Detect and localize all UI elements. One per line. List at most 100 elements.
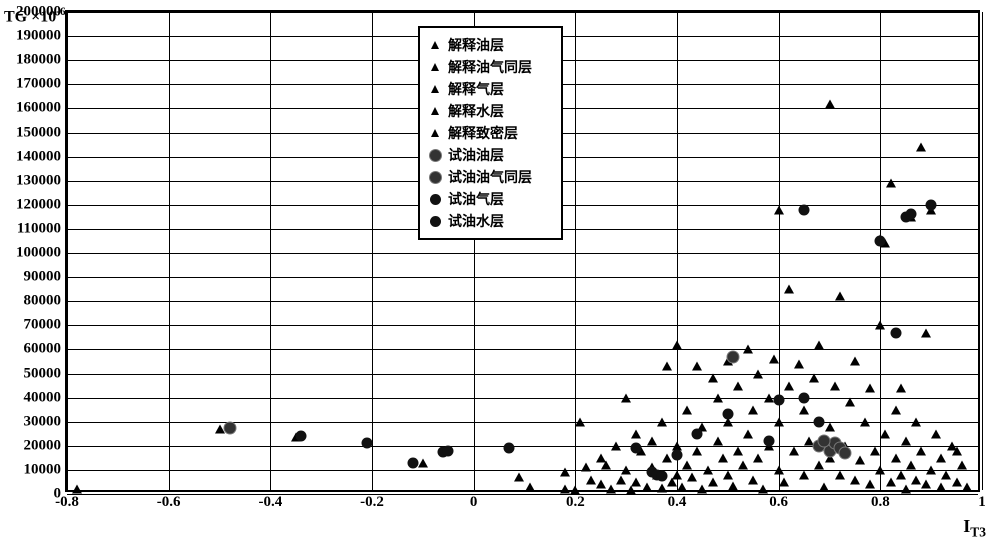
- data-point: [718, 453, 728, 462]
- legend-label: 解释油气同层: [448, 57, 532, 77]
- y-tick-label: 100000: [16, 245, 61, 262]
- legend-marker: [428, 104, 442, 118]
- data-point: [921, 328, 931, 337]
- gridline-v: [880, 12, 881, 490]
- chart-container: 0100002000030000400005000060000700008000…: [0, 0, 1000, 547]
- data-point: [875, 235, 886, 246]
- data-point: [708, 374, 718, 383]
- legend-item: 解释油层: [428, 34, 551, 56]
- data-point: [799, 204, 810, 215]
- data-point: [901, 436, 911, 445]
- data-point: [733, 446, 743, 455]
- data-point: [601, 461, 611, 470]
- data-point: [758, 485, 768, 494]
- data-point: [418, 458, 428, 467]
- data-point: [774, 205, 784, 214]
- data-point: [891, 453, 901, 462]
- data-point: [295, 431, 306, 442]
- data-point: [514, 473, 524, 482]
- y-tick-label: 70000: [24, 317, 62, 334]
- legend-item: 解释水层: [428, 100, 551, 122]
- gridline-v: [982, 12, 983, 490]
- data-point: [596, 480, 606, 489]
- data-point: [814, 340, 824, 349]
- y-tick-label: 140000: [16, 148, 61, 165]
- data-point: [753, 453, 763, 462]
- gridline-h: [67, 301, 978, 302]
- data-point: [794, 359, 804, 368]
- data-point: [727, 351, 738, 362]
- legend-label: 解释油层: [448, 35, 504, 55]
- y-tick-label: 180000: [16, 52, 61, 69]
- data-point: [773, 395, 784, 406]
- legend-label: 解释致密层: [448, 123, 518, 143]
- gridline-h: [67, 349, 978, 350]
- data-point: [870, 446, 880, 455]
- data-point: [825, 99, 835, 108]
- data-point: [911, 417, 921, 426]
- legend-marker: [428, 82, 442, 96]
- data-point: [682, 405, 692, 414]
- data-point: [850, 357, 860, 366]
- data-point: [886, 179, 896, 188]
- gridline-h: [67, 277, 978, 278]
- data-point: [657, 483, 667, 492]
- gridline-h: [67, 12, 978, 13]
- data-point: [839, 448, 850, 459]
- y-tick-label: 20000: [24, 437, 62, 454]
- legend-item: 试油油层: [428, 144, 551, 166]
- data-point: [845, 398, 855, 407]
- x-tick-label: -0.4: [258, 494, 282, 511]
- data-point: [880, 429, 890, 438]
- data-point: [855, 456, 865, 465]
- legend-item: 解释致密层: [428, 122, 551, 144]
- gridline-v: [677, 12, 678, 490]
- y-tick-label: 90000: [24, 269, 62, 286]
- data-point: [443, 445, 454, 456]
- data-point: [865, 480, 875, 489]
- legend-marker: [428, 214, 442, 228]
- data-point: [875, 465, 885, 474]
- x-tick-label: 0.6: [769, 494, 788, 511]
- data-point: [962, 482, 972, 491]
- data-point: [647, 436, 657, 445]
- data-point: [621, 465, 631, 474]
- data-point: [692, 446, 702, 455]
- data-point: [916, 142, 926, 151]
- data-point: [825, 422, 835, 431]
- data-point: [952, 477, 962, 486]
- legend: 解释油层解释油气同层解释气层解释水层解释致密层试油油层试油油气同层试油气层试油水…: [418, 26, 563, 240]
- data-point: [784, 285, 794, 294]
- data-point: [891, 405, 901, 414]
- y-tick-label: 40000: [24, 389, 62, 406]
- legend-item: 解释油气同层: [428, 56, 551, 78]
- data-point: [809, 374, 819, 383]
- data-point: [926, 465, 936, 474]
- x-tick-label: -0.2: [360, 494, 384, 511]
- data-point: [626, 486, 636, 495]
- gridline-v: [270, 12, 271, 490]
- data-point: [901, 485, 911, 494]
- data-point: [921, 480, 931, 489]
- data-point: [672, 441, 682, 450]
- data-point: [743, 345, 753, 354]
- legend-label: 试油油层: [448, 145, 504, 165]
- data-point: [936, 482, 946, 491]
- data-point: [799, 470, 809, 479]
- data-point: [764, 393, 774, 402]
- data-point: [799, 392, 810, 403]
- data-point: [728, 481, 738, 490]
- data-point: [692, 362, 702, 371]
- gridline-h: [67, 422, 978, 423]
- x-tick-label: 0.8: [871, 494, 890, 511]
- gridline-h: [67, 494, 978, 495]
- data-point: [769, 355, 779, 364]
- legend-item: 试油油气同层: [428, 166, 551, 188]
- legend-marker: [428, 148, 442, 162]
- data-point: [723, 470, 733, 479]
- y-tick-label: 190000: [16, 28, 61, 45]
- data-point: [850, 475, 860, 484]
- data-point: [952, 446, 962, 455]
- y-tick-label: 130000: [16, 172, 61, 189]
- data-point: [748, 475, 758, 484]
